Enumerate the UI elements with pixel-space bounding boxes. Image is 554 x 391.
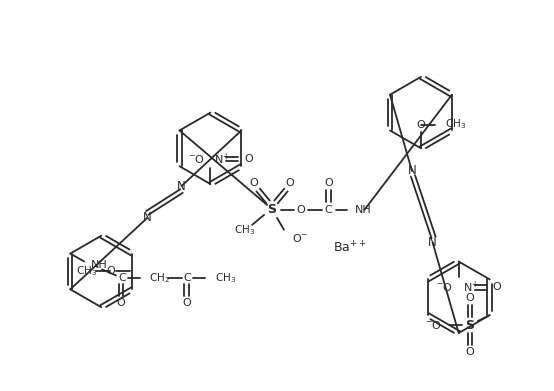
Text: Ba$^{++}$: Ba$^{++}$ (332, 240, 366, 255)
Text: CH$_2$: CH$_2$ (148, 271, 170, 285)
Text: CH$_3$: CH$_3$ (445, 118, 466, 131)
Text: O: O (285, 178, 294, 188)
Text: $^{-}$O: $^{-}$O (188, 153, 206, 165)
Text: CH$_3$: CH$_3$ (76, 265, 97, 278)
Text: CH$_3$: CH$_3$ (234, 223, 255, 237)
Text: $^{-}$O: $^{-}$O (425, 319, 442, 331)
Text: N$^{+}$: N$^{+}$ (214, 152, 230, 167)
Text: C: C (183, 273, 191, 283)
Text: NH: NH (91, 260, 108, 271)
Text: N: N (428, 236, 437, 249)
Text: O: O (417, 120, 425, 129)
Text: O: O (465, 293, 474, 303)
Text: O: O (324, 178, 333, 188)
Text: N: N (177, 179, 186, 192)
Text: $^{-}$O: $^{-}$O (435, 282, 453, 293)
Text: C: C (325, 205, 332, 215)
Text: S: S (465, 319, 474, 332)
Text: S: S (268, 203, 276, 216)
Text: NH: NH (355, 205, 371, 215)
Text: CH$_3$: CH$_3$ (216, 271, 237, 285)
Text: O$^{-}$: O$^{-}$ (292, 232, 309, 244)
Text: N: N (143, 212, 152, 224)
Text: C: C (118, 273, 126, 283)
Text: O: O (493, 282, 501, 292)
Text: O: O (106, 266, 115, 276)
Text: N: N (408, 165, 417, 178)
Text: O: O (116, 298, 125, 308)
Text: N$^{+}$: N$^{+}$ (463, 280, 479, 295)
Text: O: O (465, 347, 474, 357)
Text: O: O (244, 154, 253, 164)
Text: O: O (182, 298, 191, 308)
Text: O: O (250, 178, 259, 188)
Text: O: O (296, 205, 305, 215)
